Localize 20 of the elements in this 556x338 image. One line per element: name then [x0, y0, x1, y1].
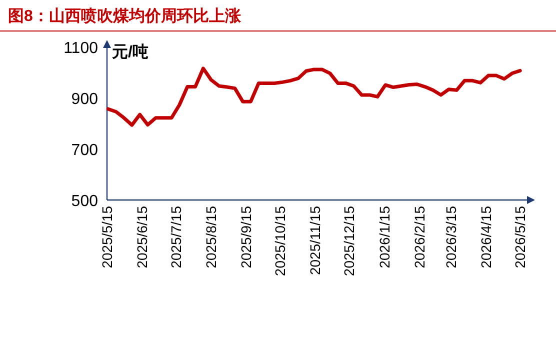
x-tick-label: 2026/5/15 [512, 206, 528, 268]
x-tick-label: 2025/12/15 [341, 206, 358, 276]
x-tick-label: 2026/4/15 [478, 206, 494, 268]
x-tick-label: 2026/3/15 [443, 206, 460, 268]
x-tick-label: 2025/9/15 [238, 206, 254, 268]
y-tick-label: 500 [71, 193, 98, 210]
x-tick-label: 2025/6/15 [134, 206, 150, 268]
line-series [106, 66, 522, 127]
chart-title: 图8：山西喷吹煤均价周环比上涨 [8, 7, 242, 25]
x-tick-label: 2025/7/15 [168, 206, 184, 268]
x-tick-label: 2026/1/15 [376, 206, 392, 268]
x-tick-label: 2025/10/15 [272, 206, 288, 276]
x-tick-label: 2025/8/15 [203, 206, 220, 268]
x-tick-label: 2026/2/15 [411, 206, 428, 268]
y-tick-label: 700 [71, 142, 98, 159]
x-tick-label: 2025/11/15 [307, 206, 324, 276]
y-tick-label: 1100 [64, 40, 98, 57]
y-axis-title: 元/吨 [111, 43, 148, 61]
y-tick-label: 900 [71, 91, 98, 108]
x-tick-label: 2025/5/15 [99, 206, 115, 268]
